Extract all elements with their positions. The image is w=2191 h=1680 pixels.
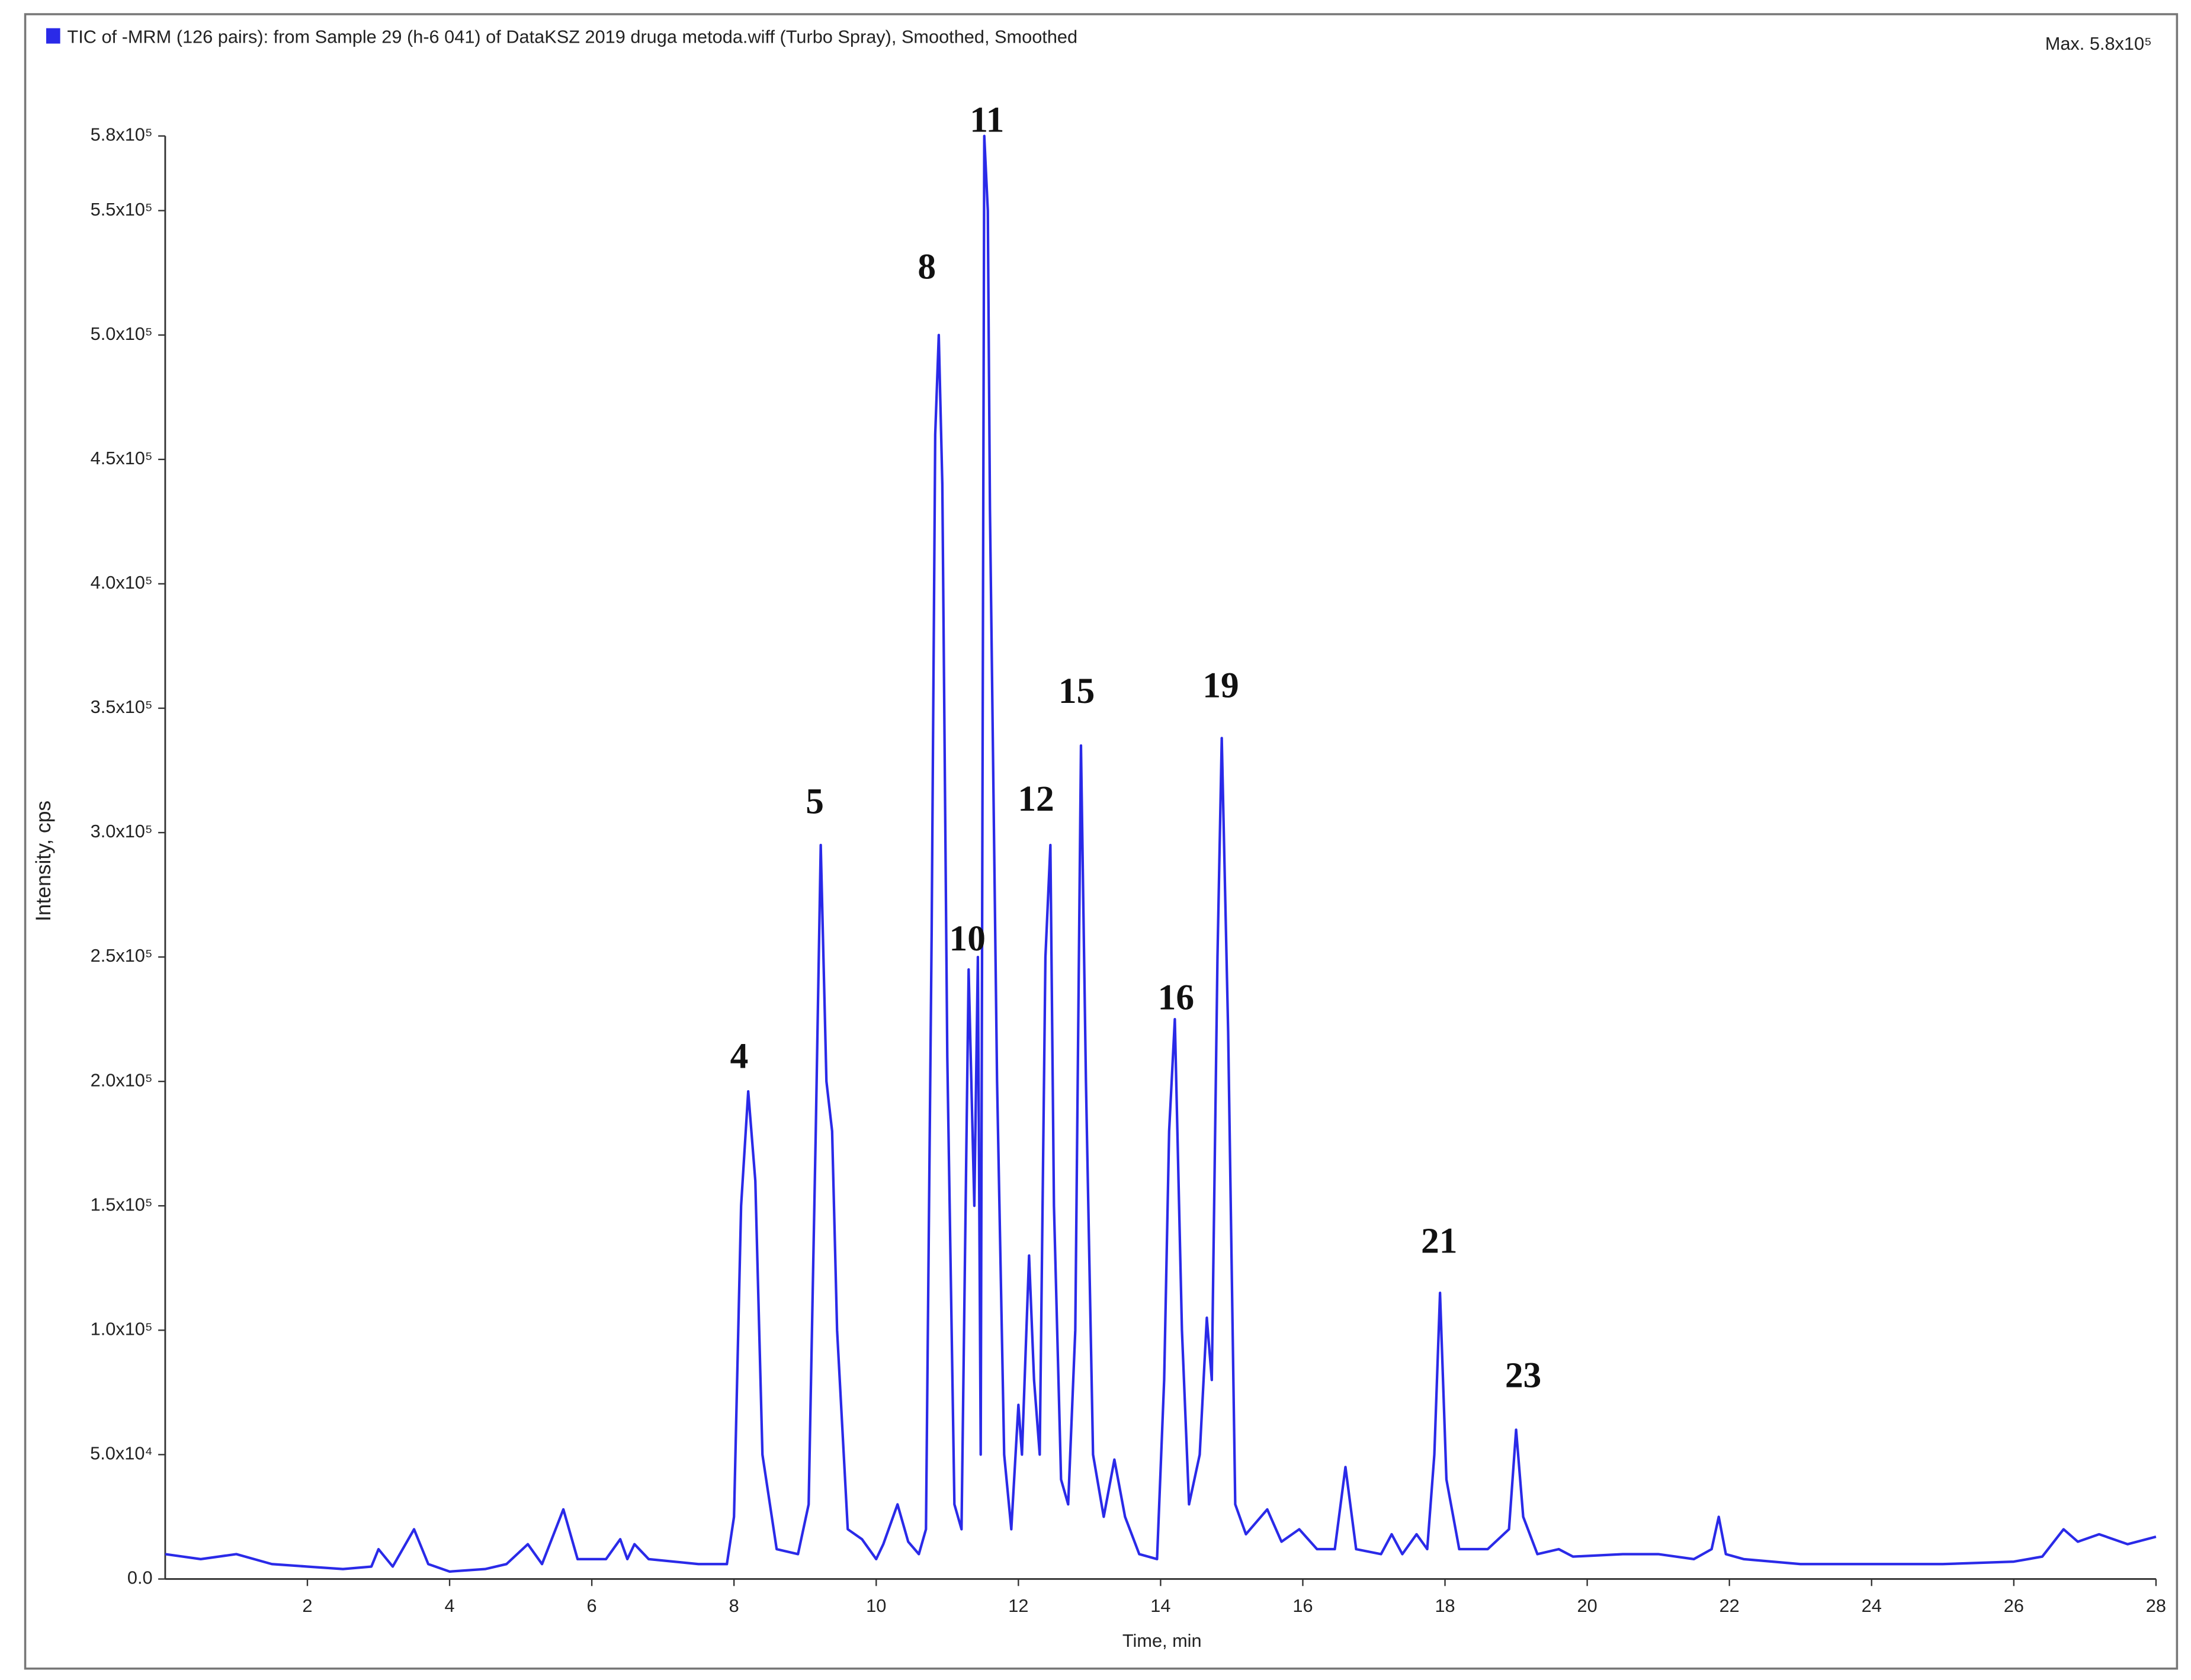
peak-label: 10	[949, 918, 986, 959]
legend-label: TIC of -MRM (126 pairs): from Sample 29 …	[67, 26, 1077, 47]
peak-label: 8	[918, 247, 936, 287]
x-tick-label: 4	[444, 1595, 454, 1616]
x-tick-label: 14	[1150, 1595, 1170, 1616]
y-tick-label: 1.5x10⁵	[91, 1194, 153, 1215]
x-tick-label: 2	[302, 1595, 312, 1616]
peak-label: 16	[1158, 977, 1194, 1017]
max-label: Max. 5.8x10⁵	[2045, 33, 2152, 54]
peak-label: 21	[1421, 1221, 1457, 1261]
y-tick-label: 5.8x10⁵	[91, 124, 153, 145]
y-tick-label: 3.0x10⁵	[91, 821, 153, 841]
x-tick-label: 28	[2146, 1595, 2166, 1616]
peak-label: 11	[970, 99, 1004, 140]
y-tick-label: 5.5x10⁵	[91, 199, 153, 220]
y-tick-label: 3.5x10⁵	[91, 696, 153, 717]
peak-label: 19	[1202, 665, 1239, 705]
y-tick-label: 2.5x10⁵	[91, 945, 153, 966]
y-axis-label: Intensity, cps	[31, 801, 55, 921]
trace-line	[165, 134, 2157, 1573]
peak-label: 5	[806, 782, 824, 822]
x-tick-label: 6	[587, 1595, 597, 1616]
y-tick-label: 4.0x10⁵	[91, 572, 153, 593]
y-tick-label: 5.0x10⁵	[91, 323, 153, 344]
peak-label: 15	[1058, 671, 1095, 711]
frame	[24, 13, 2179, 1670]
y-tick-label: 1.0x10⁵	[91, 1318, 153, 1339]
y-tick-label: 5.0x10⁴	[90, 1443, 152, 1464]
y-tick-label: 2.0x10⁵	[91, 1069, 153, 1090]
legend-swatch	[46, 28, 60, 44]
y-tick-label: 0.0	[127, 1567, 153, 1588]
x-tick-label: 12	[1008, 1595, 1028, 1616]
x-tick-label: 22	[1720, 1595, 1740, 1616]
x-tick-label: 26	[2004, 1595, 2024, 1616]
x-tick-label: 20	[1577, 1595, 1597, 1616]
x-axis-label: Time, min	[1122, 1630, 1202, 1651]
x-tick-label: 18	[1435, 1595, 1455, 1616]
x-tick-label: 16	[1292, 1595, 1313, 1616]
x-tick-label: 8	[729, 1595, 739, 1616]
peak-label: 12	[1018, 779, 1054, 819]
peak-label: 23	[1505, 1355, 1541, 1396]
peak-label: 4	[730, 1036, 749, 1077]
x-tick-label: 24	[1862, 1595, 1882, 1616]
y-tick-label: 4.5x10⁵	[91, 448, 153, 468]
x-tick-label: 10	[866, 1595, 886, 1616]
